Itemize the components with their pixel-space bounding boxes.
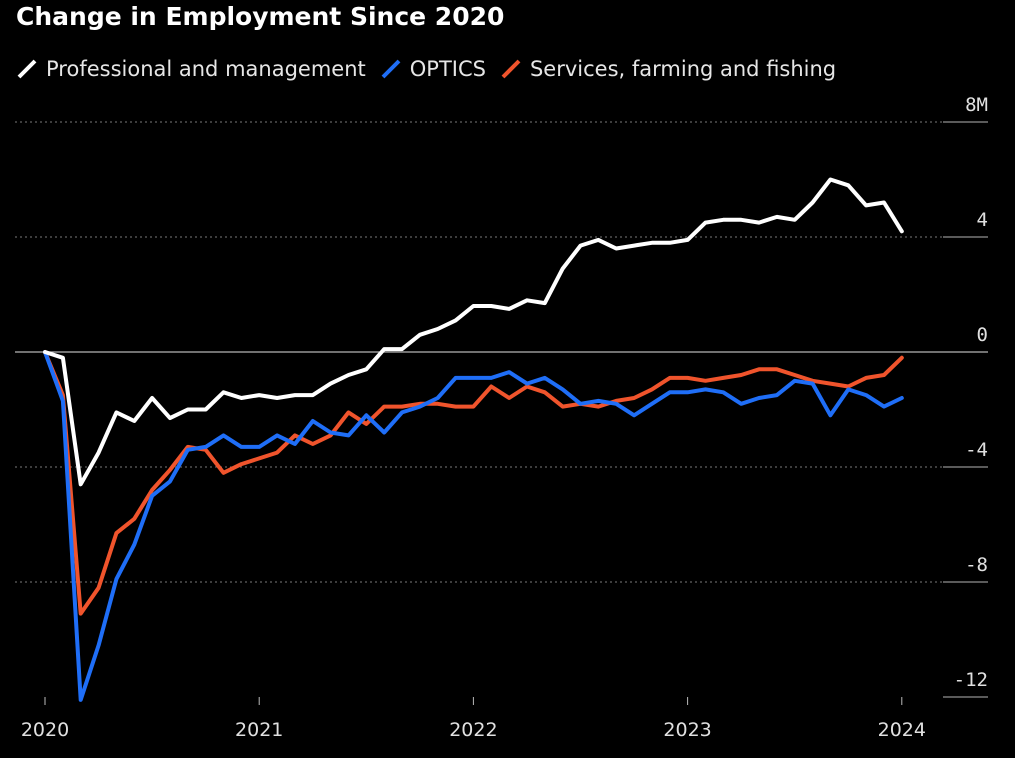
y-tick-label-0: 0 <box>977 324 988 346</box>
series-line-optics <box>43 350 904 702</box>
x-tick-label-2024: 2024 <box>878 719 926 741</box>
legend: Professional and management OPTICS Servi… <box>16 55 850 83</box>
y-tick-label--8: -8 <box>965 554 988 576</box>
x-tick-label-2021: 2021 <box>235 719 283 741</box>
legend-swatch-optics <box>381 59 401 79</box>
y-tick-label-8: 8M <box>965 94 988 116</box>
x-tick-label-2020: 2020 <box>21 719 69 741</box>
axes <box>44 121 988 705</box>
chart-title: Change in Employment Since 2020 <box>16 2 505 31</box>
legend-item-services: Services, farming and fishing <box>500 57 836 81</box>
legend-item-optics: OPTICS <box>380 57 486 81</box>
legend-swatch-professional <box>17 59 37 79</box>
legend-swatch-line-professional <box>17 59 37 79</box>
tick-labels: 8M 4 0 -4 -8 -12 2020 2021 2022 2023 2024 <box>21 94 988 741</box>
legend-label-optics: OPTICS <box>409 57 486 81</box>
y-tick-label--4: -4 <box>965 439 988 461</box>
x-tick-label-2022: 2022 <box>449 719 497 741</box>
y-tick-label--12: -12 <box>954 669 988 691</box>
x-tick-label-2023: 2023 <box>663 719 711 741</box>
y-tick-label-4: 4 <box>977 209 988 231</box>
legend-label-professional: Professional and management <box>46 57 366 81</box>
series-lines <box>43 177 904 702</box>
legend-label-services: Services, farming and fishing <box>529 57 837 81</box>
legend-swatch-line-services <box>501 59 521 79</box>
legend-swatch-line-optics <box>381 59 401 79</box>
series-line-professional <box>43 177 904 487</box>
legend-item-professional: Professional and management <box>16 57 366 81</box>
series-line-services <box>43 350 904 616</box>
legend-swatch-services <box>501 59 521 79</box>
gridlines <box>15 121 988 583</box>
